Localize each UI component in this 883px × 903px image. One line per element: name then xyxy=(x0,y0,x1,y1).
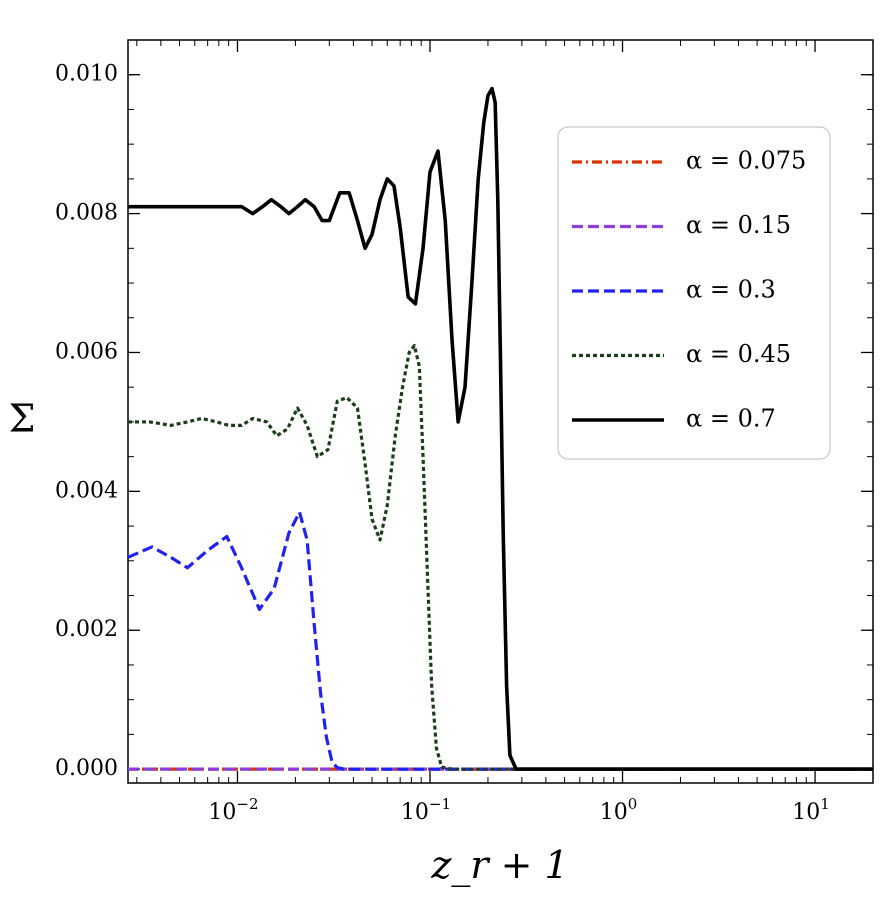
x-tick-exponent: 0 xyxy=(628,795,638,813)
minor-ticks xyxy=(128,39,874,783)
y-axis-label: Σ xyxy=(9,397,36,441)
x-axis-label: z_r + 1 xyxy=(430,843,568,888)
x-tick-label: 10−1 xyxy=(401,795,451,825)
major-ticks xyxy=(128,40,873,783)
series-lines xyxy=(128,86,873,771)
legend-label-4: α = 0.7 xyxy=(686,405,776,433)
series-line-2 xyxy=(128,510,873,771)
y-tick-label: 0.008 xyxy=(55,201,118,226)
x-tick-label: 10−2 xyxy=(208,795,258,825)
x-tick-label: 100 xyxy=(600,795,638,825)
legend-label-3: α = 0.45 xyxy=(686,340,791,368)
y-tick-label: 0.010 xyxy=(55,62,118,87)
x-tick-label: 101 xyxy=(792,795,830,825)
y-tick-label: 0.002 xyxy=(55,617,118,642)
series-line-3 xyxy=(128,343,873,771)
x-tick-base: 10 xyxy=(600,800,628,825)
x-tick-base: 10 xyxy=(792,800,820,825)
legend-label-1: α = 0.15 xyxy=(686,211,791,239)
legend-entries: α = 0.075 α = 0.15 α = 0.3 α = 0.45 α = 0.7 xyxy=(572,147,806,433)
x-tick-exponent: −2 xyxy=(236,795,258,813)
series-line-4 xyxy=(128,86,873,771)
legend-box xyxy=(557,126,831,460)
legend-label-2: α = 0.3 xyxy=(686,276,776,304)
x-tick-exponent: 1 xyxy=(820,795,830,813)
x-tick-base: 10 xyxy=(208,800,236,825)
legend-label-0: α = 0.075 xyxy=(686,147,806,175)
y-tick-label: 0.000 xyxy=(55,756,118,781)
y-tick-label: 0.006 xyxy=(55,339,118,364)
x-tick-exponent: −1 xyxy=(429,795,451,813)
x-tick-base: 10 xyxy=(401,800,429,825)
legend: α = 0.075 α = 0.15 α = 0.3 α = 0.45 α = 0.7 xyxy=(557,126,831,460)
y-tick-labels: 0.000 0.002 0.004 0.006 0.008 0.010 xyxy=(55,62,118,781)
y-tick-label: 0.004 xyxy=(55,478,118,503)
x-tick-labels: 10−2 10−1 100 101 xyxy=(208,795,829,825)
